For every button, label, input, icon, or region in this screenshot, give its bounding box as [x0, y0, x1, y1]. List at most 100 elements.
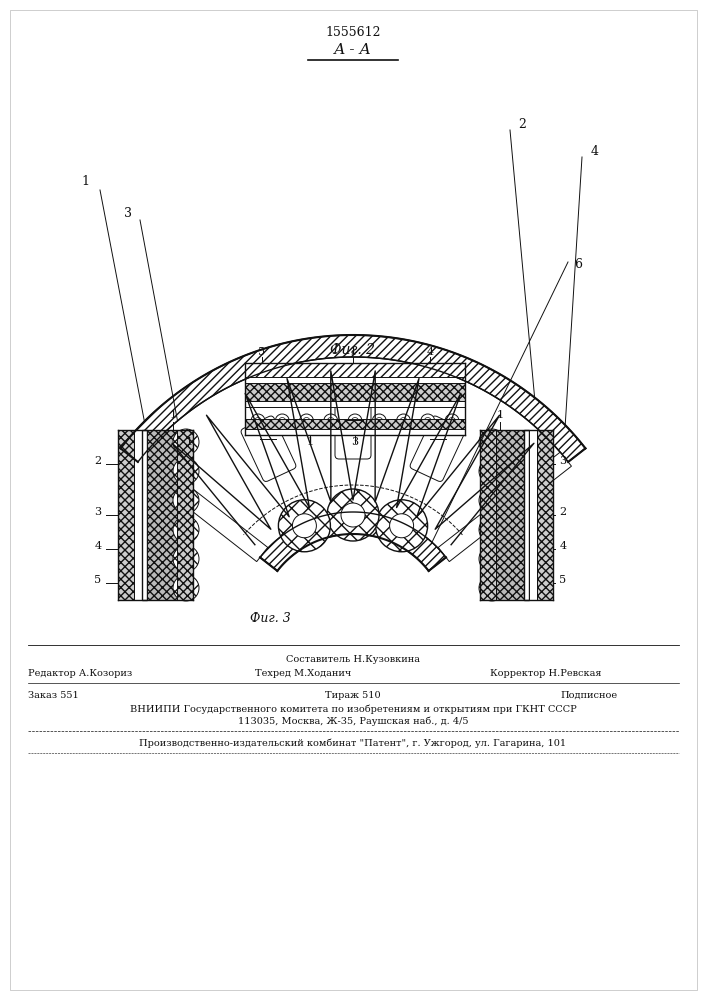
Circle shape	[448, 418, 455, 424]
Text: Производственно-издательский комбинат "Патент", г. Ужгород, ул. Гагарина, 101: Производственно-издательский комбинат "П…	[139, 738, 566, 748]
Circle shape	[479, 487, 505, 513]
Text: 1: 1	[496, 410, 503, 420]
Circle shape	[180, 494, 192, 506]
Bar	[177, 430, 193, 600]
Circle shape	[445, 414, 459, 428]
Bar	[496, 430, 524, 600]
Text: 3: 3	[95, 507, 102, 517]
Text: 1: 1	[81, 175, 89, 188]
Text: 3: 3	[124, 207, 132, 220]
Text: А - А: А - А	[334, 43, 372, 57]
Bar	[245, 401, 465, 407]
Bar	[142, 430, 147, 600]
Text: 4: 4	[591, 145, 599, 158]
Circle shape	[173, 429, 199, 455]
Text: 1: 1	[186, 437, 193, 447]
Text: Подписное: Подписное	[560, 690, 617, 700]
Circle shape	[479, 517, 505, 543]
Circle shape	[400, 418, 407, 424]
Circle shape	[397, 414, 411, 428]
Bar	[537, 430, 553, 600]
Circle shape	[373, 414, 386, 428]
Circle shape	[275, 414, 289, 428]
Text: 4: 4	[95, 541, 102, 551]
Circle shape	[341, 503, 365, 527]
Text: Составитель Н.Кузовкина: Составитель Н.Кузовкина	[286, 654, 420, 664]
Text: 113035, Москва, Ж-35, Раушская наб., д. 4/5: 113035, Москва, Ж-35, Раушская наб., д. …	[238, 716, 468, 726]
Text: Техред М.Ходанич: Техред М.Ходанич	[255, 668, 351, 678]
Circle shape	[303, 418, 310, 424]
Text: Заказ 551: Заказ 551	[28, 690, 78, 700]
Circle shape	[424, 418, 431, 424]
Circle shape	[327, 418, 334, 424]
Text: 3: 3	[559, 456, 566, 466]
Bar	[480, 430, 496, 600]
Text: 4: 4	[426, 347, 433, 357]
Text: 1: 1	[349, 347, 356, 357]
Circle shape	[255, 418, 262, 424]
Circle shape	[324, 414, 338, 428]
FancyBboxPatch shape	[410, 416, 465, 481]
Circle shape	[293, 514, 317, 538]
Polygon shape	[134, 452, 268, 562]
Circle shape	[486, 465, 498, 477]
FancyBboxPatch shape	[241, 416, 296, 481]
Circle shape	[180, 436, 192, 448]
Circle shape	[486, 494, 498, 506]
Text: 4: 4	[559, 541, 566, 551]
Polygon shape	[260, 512, 446, 571]
Circle shape	[173, 517, 199, 543]
Circle shape	[327, 489, 379, 541]
Text: 1555612: 1555612	[325, 25, 381, 38]
Bar	[245, 429, 465, 435]
Circle shape	[375, 418, 382, 424]
Circle shape	[348, 414, 362, 428]
Bar	[245, 419, 465, 431]
Circle shape	[421, 414, 435, 428]
Text: 6: 6	[574, 258, 582, 271]
Circle shape	[479, 458, 505, 484]
Bar	[529, 430, 537, 600]
Text: 3: 3	[351, 437, 358, 447]
Circle shape	[486, 524, 498, 536]
FancyBboxPatch shape	[335, 401, 371, 459]
Bar	[245, 383, 465, 403]
Text: 2: 2	[518, 118, 526, 131]
Text: Корректор Н.Ревская: Корректор Н.Ревская	[490, 668, 602, 678]
Circle shape	[279, 500, 330, 552]
Text: 5: 5	[559, 575, 566, 585]
Polygon shape	[120, 335, 585, 462]
Circle shape	[486, 553, 498, 565]
Bar	[147, 430, 177, 600]
Text: 2: 2	[559, 507, 566, 517]
Text: ВНИИПИ Государственного комитета по изобретениям и открытиям при ГКНТ СССР: ВНИИПИ Государственного комитета по изоб…	[129, 704, 576, 714]
Circle shape	[351, 418, 358, 424]
Bar	[134, 430, 142, 600]
Circle shape	[479, 429, 505, 455]
Bar	[118, 430, 134, 600]
Circle shape	[180, 465, 192, 477]
Circle shape	[180, 582, 192, 594]
Bar	[524, 430, 529, 600]
Circle shape	[390, 514, 414, 538]
Text: Редактор А.Козориз: Редактор А.Козориз	[28, 668, 132, 678]
Circle shape	[173, 575, 199, 601]
Circle shape	[180, 553, 192, 565]
Circle shape	[300, 414, 313, 428]
Text: 2: 2	[95, 456, 102, 466]
Text: 5: 5	[259, 347, 266, 357]
Text: 1: 1	[306, 437, 314, 447]
Circle shape	[173, 458, 199, 484]
Text: Фиг. 3: Фиг. 3	[250, 611, 291, 624]
Circle shape	[251, 414, 265, 428]
Bar	[245, 363, 465, 377]
Text: Тираж 510: Тираж 510	[325, 690, 381, 700]
Circle shape	[479, 575, 505, 601]
Circle shape	[486, 582, 498, 594]
Circle shape	[173, 546, 199, 572]
Circle shape	[375, 500, 428, 552]
Text: Фиг. 2: Фиг. 2	[330, 343, 375, 357]
Text: 5: 5	[95, 575, 102, 585]
Circle shape	[479, 546, 505, 572]
Circle shape	[173, 487, 199, 513]
